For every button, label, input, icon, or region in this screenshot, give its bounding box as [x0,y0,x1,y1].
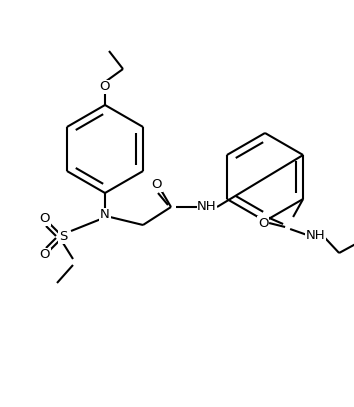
Text: NH: NH [305,228,325,241]
Text: O: O [100,81,110,94]
Text: N: N [100,208,110,221]
Text: O: O [258,217,268,230]
Text: O: O [152,179,162,192]
Text: O: O [40,212,50,225]
Text: O: O [40,249,50,262]
Text: S: S [59,230,67,243]
Text: NH: NH [197,201,217,214]
